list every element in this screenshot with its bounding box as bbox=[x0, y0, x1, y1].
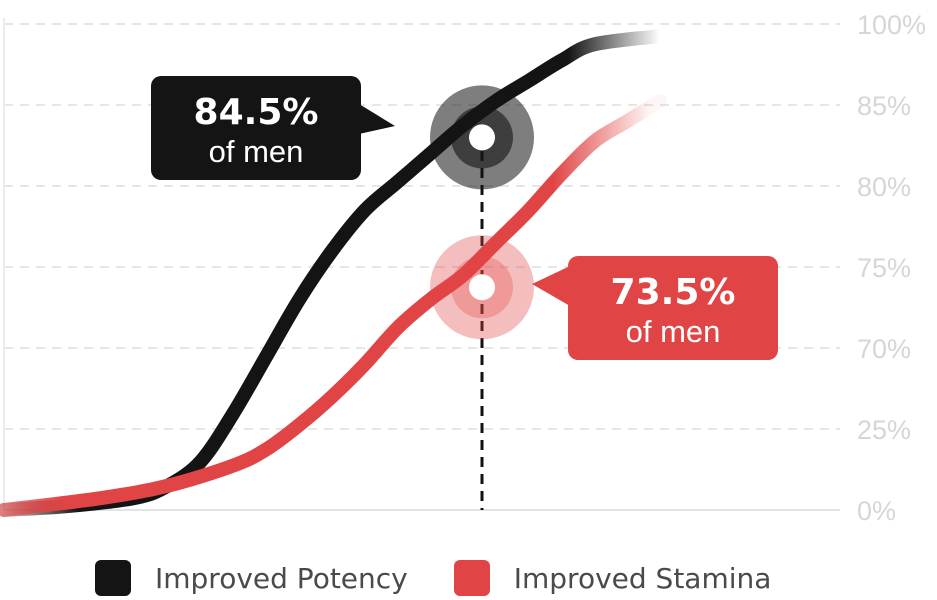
y-tick-label: 0% bbox=[857, 496, 896, 526]
callout-potency: 84.5%of men bbox=[151, 76, 395, 180]
y-tick-label: 85% bbox=[857, 91, 911, 121]
legend-swatch-stamina bbox=[453, 560, 490, 596]
legend-label-stamina: Improved Stamina bbox=[513, 561, 772, 595]
legend-item-potency: Improved Potency bbox=[95, 560, 408, 596]
y-axis-tick-labels: 0% 25% 70% 75% 80% 85% 100% bbox=[857, 10, 926, 526]
series-line-stamina bbox=[0, 93, 667, 517]
marker-dot bbox=[469, 124, 495, 151]
y-tick-label: 100% bbox=[857, 10, 926, 40]
y-tick-label: 25% bbox=[857, 415, 911, 445]
callout-sub-label: of men bbox=[209, 134, 304, 169]
marker-stamina bbox=[430, 235, 534, 340]
callout-pointer bbox=[532, 266, 570, 306]
y-tick-label: 75% bbox=[857, 253, 911, 283]
callout-box bbox=[568, 256, 778, 360]
legend-label-potency: Improved Potency bbox=[155, 561, 408, 595]
y-tick-label: 70% bbox=[857, 334, 911, 364]
highlight-markers bbox=[430, 85, 534, 340]
y-tick-label: 80% bbox=[857, 172, 911, 202]
callout-box bbox=[151, 76, 361, 180]
legend-swatch-potency bbox=[95, 560, 131, 596]
legend: Improved Potency Improved Stamina bbox=[95, 560, 817, 596]
callout-value: 84.5% bbox=[194, 92, 319, 133]
callout-stamina: 73.5%of men bbox=[532, 256, 778, 360]
callout-pointer bbox=[359, 104, 395, 134]
marker-potency bbox=[430, 85, 534, 190]
callout-sub-label: of men bbox=[626, 314, 721, 349]
legend-item-stamina: Improved Stamina bbox=[453, 560, 772, 596]
callout-value: 73.5% bbox=[611, 272, 736, 313]
series-lines bbox=[0, 29, 667, 517]
marker-dot bbox=[469, 274, 495, 301]
